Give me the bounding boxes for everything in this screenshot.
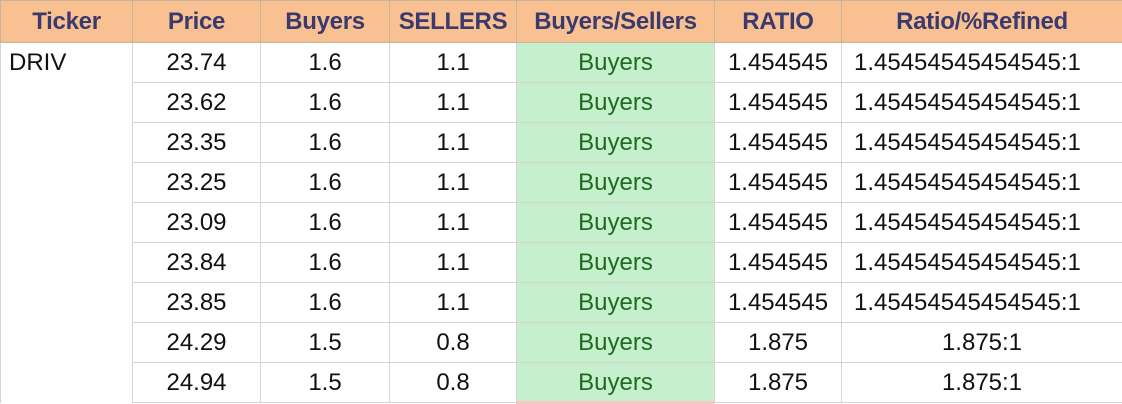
cell-buyers-sellers[interactable]: Buyers — [516, 42, 715, 83]
cell-buyers-sellers[interactable]: Buyers — [516, 82, 715, 123]
cell-sellers[interactable]: 1.1 — [389, 122, 517, 163]
cell-price[interactable]: 23.62 — [132, 82, 261, 123]
table-row: 23.09 1.6 1.1 Buyers 1.454545 1.4545454545454… — [0, 202, 1122, 243]
cell-sellers[interactable]: 1.1 — [389, 82, 517, 123]
header-row: Ticker Price Buyers SELLERS Buyers/Selle… — [0, 0, 1122, 43]
cell-ratio[interactable]: 1.875 — [714, 322, 842, 363]
cell-ticker[interactable] — [0, 282, 133, 323]
cell-buyers[interactable]: 1.6 — [260, 82, 390, 123]
cell-ratio[interactable]: 1.454545 — [714, 202, 842, 243]
cell-sellers[interactable]: 1.1 — [389, 162, 517, 203]
cell-ratio[interactable]: 1.454545 — [714, 82, 842, 123]
header-ratio-refined[interactable]: Ratio/%Refined — [841, 0, 1122, 43]
cell-ticker[interactable] — [0, 322, 133, 363]
table-row: 23.62 1.6 1.1 Buyers 1.454545 1.4545454545454… — [0, 82, 1122, 123]
table-row: 24.29 1.5 0.8 Buyers 1.875 1.875:1 — [0, 322, 1122, 363]
cell-price[interactable]: 23.84 — [132, 242, 261, 283]
table-row: 24.94 1.5 0.8 Buyers 1.875 1.875:1 — [0, 362, 1122, 403]
cell-buyers-sellers[interactable]: Buyers — [516, 322, 715, 363]
table-row: DRIV 23.74 1.6 1.1 Buyers 1.454545 1.454545454… — [0, 42, 1122, 83]
cell-ticker[interactable] — [0, 242, 133, 283]
cell-ratio-refined[interactable]: 1.45454545454545:1 — [841, 202, 1122, 243]
cell-buyers[interactable]: 1.6 — [260, 202, 390, 243]
cell-buyers-sellers[interactable]: Buyers — [516, 362, 715, 403]
cell-ratio-refined[interactable]: 1.45454545454545:1 — [841, 282, 1122, 323]
cell-buyers[interactable]: 1.5 — [260, 322, 390, 363]
cell-price[interactable]: 23.35 — [132, 122, 261, 163]
cell-buyers-sellers[interactable]: Buyers — [516, 162, 715, 203]
cell-ratio[interactable]: 1.454545 — [714, 162, 842, 203]
cell-sellers[interactable]: 1.1 — [389, 202, 517, 243]
cell-sellers[interactable]: 1.1 — [389, 242, 517, 283]
table-row: 23.35 1.6 1.1 Buyers 1.454545 1.4545454545454… — [0, 122, 1122, 163]
cell-buyers-sellers[interactable]: Buyers — [516, 242, 715, 283]
cell-buyers[interactable]: 1.6 — [260, 122, 390, 163]
header-ticker[interactable]: Ticker — [0, 0, 133, 43]
cell-buyers-sellers[interactable]: Buyers — [516, 122, 715, 163]
cell-ratio[interactable]: 1.454545 — [714, 282, 842, 323]
table-row: 23.85 1.6 1.1 Buyers 1.454545 1.4545454545454… — [0, 282, 1122, 323]
cell-buyers[interactable]: 1.6 — [260, 42, 390, 83]
cell-buyers-sellers[interactable]: Buyers — [516, 282, 715, 323]
cell-price[interactable]: 23.09 — [132, 202, 261, 243]
cell-ticker[interactable]: DRIV — [0, 42, 133, 83]
cell-ratio-refined[interactable]: 1.45454545454545:1 — [841, 82, 1122, 123]
cell-sellers[interactable]: 1.1 — [389, 282, 517, 323]
cell-price[interactable]: 23.25 — [132, 162, 261, 203]
cell-ratio-refined[interactable]: 1.45454545454545:1 — [841, 162, 1122, 203]
table-row: 23.25 1.6 1.1 Buyers 1.454545 1.4545454545454… — [0, 162, 1122, 203]
cell-price[interactable]: 23.74 — [132, 42, 261, 83]
table-row: 23.84 1.6 1.1 Buyers 1.454545 1.4545454545454… — [0, 242, 1122, 283]
header-buyers[interactable]: Buyers — [260, 0, 390, 43]
cell-ratio-refined[interactable]: 1.45454545454545:1 — [841, 122, 1122, 163]
cell-ratio-refined[interactable]: 1.45454545454545:1 — [841, 242, 1122, 283]
cell-sellers[interactable]: 0.8 — [389, 322, 517, 363]
cell-ratio[interactable]: 1.454545 — [714, 122, 842, 163]
cell-ratio-refined[interactable]: 1.875:1 — [841, 322, 1122, 363]
cell-ratio-refined[interactable]: 1.45454545454545:1 — [841, 42, 1122, 83]
cell-ratio[interactable]: 1.454545 — [714, 42, 842, 83]
cell-ticker[interactable] — [0, 202, 133, 243]
cell-ticker[interactable] — [0, 362, 133, 403]
cell-price[interactable]: 24.94 — [132, 362, 261, 403]
cell-ticker[interactable] — [0, 122, 133, 163]
next-row-cell-edge — [516, 401, 714, 404]
cell-buyers-sellers[interactable]: Buyers — [516, 202, 715, 243]
cell-price[interactable]: 23.85 — [132, 282, 261, 323]
header-sellers[interactable]: SELLERS — [389, 0, 517, 43]
cell-ticker[interactable] — [0, 162, 133, 203]
cell-buyers[interactable]: 1.6 — [260, 282, 390, 323]
cell-sellers[interactable]: 1.1 — [389, 42, 517, 83]
header-ratio[interactable]: RATIO — [714, 0, 842, 43]
cell-ratio[interactable]: 1.454545 — [714, 242, 842, 283]
cell-buyers[interactable]: 1.5 — [260, 362, 390, 403]
cell-buyers[interactable]: 1.6 — [260, 242, 390, 283]
cell-buyers[interactable]: 1.6 — [260, 162, 390, 203]
header-price[interactable]: Price — [132, 0, 261, 43]
cell-sellers[interactable]: 0.8 — [389, 362, 517, 403]
cell-price[interactable]: 24.29 — [132, 322, 261, 363]
header-buyers-sellers[interactable]: Buyers/Sellers — [516, 0, 715, 43]
cell-ticker[interactable] — [0, 82, 133, 123]
table-body: DRIV 23.74 1.6 1.1 Buyers 1.454545 1.454545454… — [0, 42, 1122, 403]
cell-ratio[interactable]: 1.875 — [714, 362, 842, 403]
cell-ratio-refined[interactable]: 1.875:1 — [841, 362, 1122, 403]
